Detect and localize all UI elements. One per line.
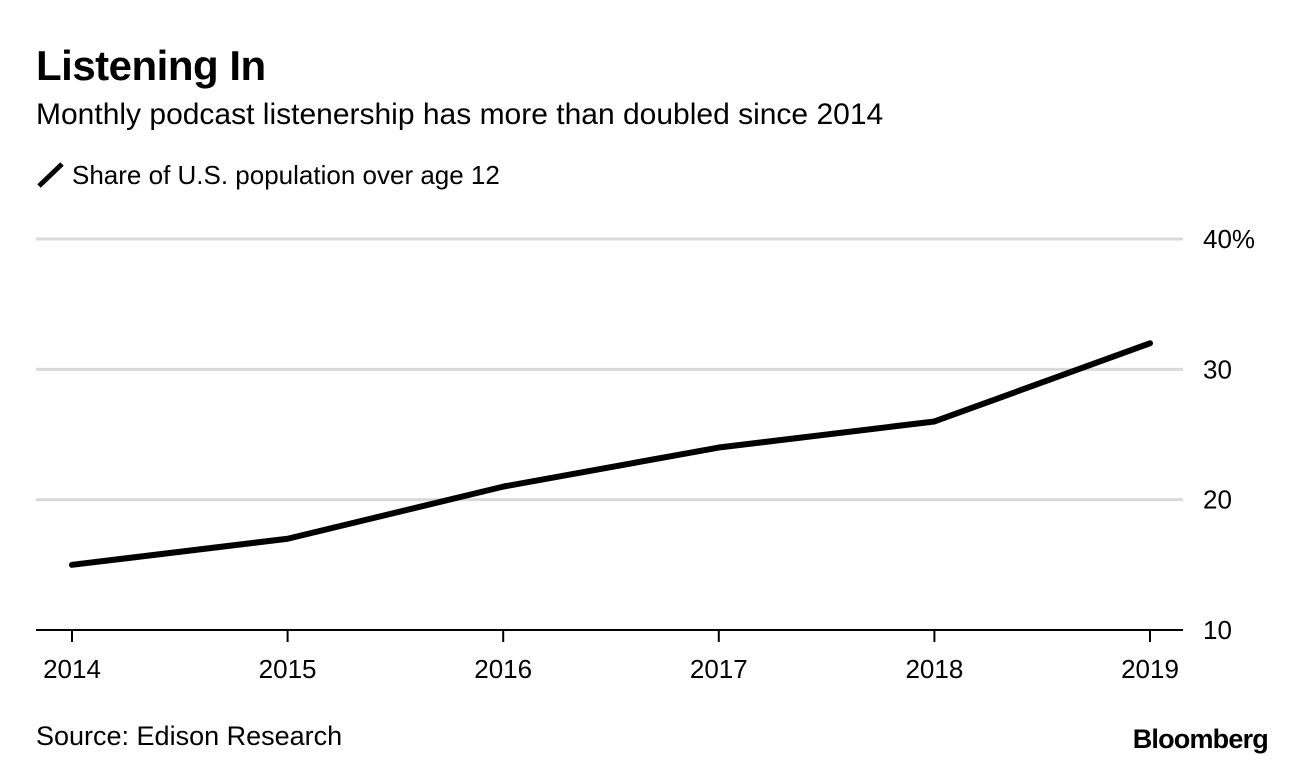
data-point-2018 — [931, 418, 937, 424]
data-point-2019 — [1147, 340, 1153, 346]
chart-title: Listening In — [36, 42, 266, 89]
data-point-2016 — [500, 484, 506, 490]
data-point-2014 — [69, 562, 75, 568]
source-note: Source: Edison Research — [36, 721, 343, 751]
legend-label: Share of U.S. population over age 12 — [72, 160, 500, 190]
legend: Share of U.S. population over age 12 — [36, 158, 500, 192]
chart-subtitle: Monthly podcast listenership has more th… — [36, 98, 884, 131]
data-point-2017 — [716, 445, 722, 451]
y-tick-label-10: 10 — [1203, 615, 1232, 645]
x-tick-label-2016: 2016 — [474, 654, 532, 684]
diagonal-line-icon — [37, 162, 64, 188]
y-tick-label-30: 30 — [1203, 354, 1232, 384]
legend-line-swatch — [37, 162, 64, 188]
y-tick-label-20: 20 — [1203, 485, 1232, 515]
x-tick-label-2018: 2018 — [905, 654, 963, 684]
series-line-0 — [69, 340, 1153, 568]
data-point-2015 — [285, 536, 291, 542]
x-tick-label-2014: 2014 — [43, 654, 101, 684]
x-tick-label-2017: 2017 — [690, 654, 748, 684]
x-tick-label-2015: 2015 — [259, 654, 317, 684]
y-tick-label-40: 40% — [1203, 224, 1255, 254]
x-tick-label-2019: 2019 — [1121, 654, 1179, 684]
bloomberg-logo: Bloomberg — [1132, 724, 1269, 754]
